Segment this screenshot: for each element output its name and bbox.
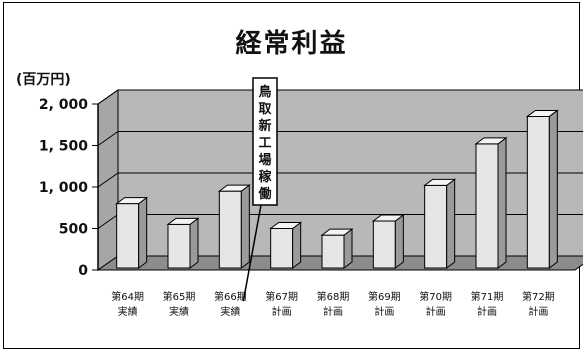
x-tick-label: 第66期 (214, 290, 247, 303)
bar-top (371, 214, 405, 222)
y-tick-label: 0 (78, 263, 88, 279)
x-tick-label: 計画 (528, 305, 548, 318)
x-tick-label: 第70期 (419, 290, 452, 303)
x-tick-label: 実績 (169, 305, 189, 318)
x-tick-label: 実績 (220, 305, 240, 318)
bar-side (343, 228, 353, 269)
x-tick-label: 第72期 (522, 290, 555, 303)
x-tick-label: 第64期 (111, 290, 144, 303)
x-tick-label: 第69期 (368, 290, 401, 303)
bar-side (138, 196, 148, 269)
x-tick-label: 第68期 (317, 290, 350, 303)
bar-side (394, 214, 404, 269)
bar-top (217, 184, 251, 192)
bar-top (269, 222, 303, 229)
bar-top (525, 109, 559, 117)
x-tick-label: 第67期 (265, 290, 298, 303)
y-tick-label: 1, 000 (39, 180, 88, 196)
bar (424, 184, 448, 269)
bar (270, 228, 294, 269)
bar (218, 190, 242, 269)
gridline-side (97, 89, 119, 105)
bar (372, 220, 396, 269)
bar-top (423, 178, 457, 186)
y-axis-unit-label: (百万円) (16, 72, 71, 88)
x-tick-label: 計画 (374, 305, 394, 318)
x-tick-label: 計画 (426, 305, 446, 318)
x-tick-label: 計画 (323, 305, 343, 318)
y-tick-label: 1, 500 (39, 139, 88, 155)
x-tick-label: 実績 (118, 305, 138, 318)
bar (526, 115, 550, 269)
annotation-box (252, 77, 278, 206)
bar (321, 234, 345, 269)
x-tick-label: 第71期 (471, 290, 504, 303)
chart-title: 経常利益 (235, 29, 348, 59)
bar (475, 143, 499, 269)
bar (116, 203, 140, 269)
bar-top (115, 197, 149, 205)
bar-side (292, 221, 302, 269)
bar (167, 223, 191, 269)
bar-side (240, 184, 250, 269)
bar-top (320, 228, 354, 236)
x-tick-label: 計画 (272, 305, 292, 318)
gridline-side (97, 214, 119, 229)
x-tick-label: 第65期 (163, 290, 196, 303)
annotation-pointer (242, 204, 262, 302)
y-tick-label: 2, 000 (39, 97, 88, 113)
bar-side (446, 178, 456, 269)
bar-side (497, 136, 507, 269)
bar-top (166, 217, 200, 225)
x-tick-label: 計画 (477, 305, 497, 318)
annotation-text: 鳥取新工場稼働 (257, 84, 272, 202)
gridline-side (97, 172, 119, 188)
bar-side (548, 109, 558, 269)
bar-side (189, 217, 199, 269)
bar-top (474, 137, 508, 145)
gridline-side (97, 131, 119, 146)
y-tick-label: 500 (59, 222, 88, 238)
